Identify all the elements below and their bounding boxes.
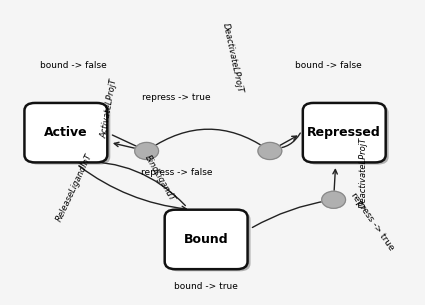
FancyBboxPatch shape [24, 103, 107, 163]
FancyArrowPatch shape [149, 129, 266, 149]
FancyArrowPatch shape [333, 170, 337, 197]
Circle shape [322, 191, 346, 208]
FancyBboxPatch shape [167, 212, 250, 271]
Text: BindLigandT: BindLigandT [142, 154, 176, 203]
Text: Active: Active [44, 126, 88, 139]
Text: repress -> true: repress -> true [142, 93, 211, 102]
Text: repress -> false: repress -> false [141, 168, 212, 177]
Text: ActivateLProjT: ActivateLProjT [100, 78, 119, 139]
Circle shape [258, 142, 282, 160]
FancyArrowPatch shape [79, 166, 186, 211]
Text: DeactivateLProjT: DeactivateLProjT [221, 22, 245, 94]
Text: DeactivateLProjT: DeactivateLProjT [359, 137, 368, 208]
Text: bound -> false: bound -> false [295, 61, 362, 70]
FancyArrowPatch shape [272, 136, 297, 150]
Text: bound -> false: bound -> false [40, 61, 107, 70]
FancyBboxPatch shape [164, 210, 247, 269]
Circle shape [135, 142, 159, 160]
Text: ReleaseLigandInT: ReleaseLigandInT [55, 152, 94, 223]
Text: Repressed: Repressed [307, 126, 381, 139]
FancyArrowPatch shape [77, 160, 185, 206]
FancyBboxPatch shape [27, 105, 110, 165]
FancyArrowPatch shape [114, 142, 144, 150]
FancyArrowPatch shape [252, 199, 329, 228]
Text: bound -> true: bound -> true [174, 282, 238, 291]
Text: Bound: Bound [184, 233, 229, 246]
FancyArrowPatch shape [274, 133, 300, 151]
FancyBboxPatch shape [303, 103, 386, 163]
Text: repress -> true: repress -> true [348, 190, 395, 252]
FancyBboxPatch shape [306, 105, 388, 165]
FancyArrowPatch shape [112, 135, 143, 149]
